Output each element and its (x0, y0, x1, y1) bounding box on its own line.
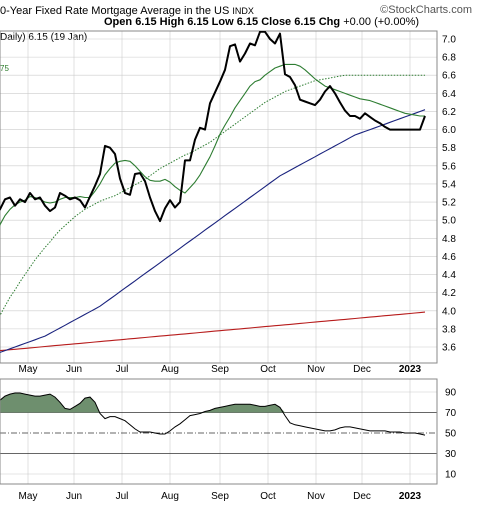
rsi-series-group (0, 392, 426, 436)
price-panel: 3.6 3.8 4.0 4.2 4.4 4.6 4.8 5.0 5.2 5.4 5.6 5.8 6.0 6… (0, 30, 456, 364)
chart-title: 0-Year Fixed Rate Mortgage Average in th… (0, 5, 254, 17)
rsi-x-tick-label: May (19, 491, 38, 502)
low-label: Low (211, 16, 234, 28)
price-x-tick-label: Jun (66, 364, 82, 375)
source-label: INDX (232, 6, 254, 16)
price-x-tick-label: Sep (211, 364, 229, 375)
high-value: 6.15 (187, 16, 209, 28)
rsi-tick-label: 90 (445, 388, 457, 399)
rsi-overbought-fill (0, 393, 425, 413)
open-label: Open (104, 16, 133, 28)
ma-legend-tag: 75 (0, 64, 9, 73)
chart-header: 0-Year Fixed Rate Mortgage Average in th… (0, 0, 480, 73)
low-value: 6.15 (236, 16, 259, 28)
price-x-tick-label: Aug (161, 364, 179, 375)
price-tick-label: 3.6 (442, 343, 456, 354)
close-value: 6.15 (294, 16, 316, 28)
chg-value: +0.00 (+0.00%) (343, 16, 420, 28)
price-tick-label: 3.8 (442, 324, 456, 335)
rsi-x-tick-label: Dec (353, 491, 371, 502)
price-tick-label: 5.8 (442, 143, 456, 154)
price-frame (0, 30, 438, 364)
price-tick-label: 4.6 (442, 252, 456, 263)
rsi-frame (0, 378, 438, 485)
ma-long-line (0, 109, 426, 353)
price-tick-label: 6.0 (442, 125, 456, 136)
rsi-x-tick-label: Oct (260, 491, 276, 502)
price-x-tick-label: Oct (260, 364, 276, 375)
price-tick-label: 4.2 (442, 288, 456, 299)
price-tick-label: 6.8 (442, 53, 456, 64)
rsi-tick-label: 50 (445, 429, 457, 440)
price-x-tick-label: May (19, 364, 38, 375)
high-label: High (159, 16, 185, 28)
rsi-tick-label: 10 (445, 470, 457, 481)
close-label: Close (261, 16, 292, 28)
price-tick-label: 4.8 (442, 234, 456, 245)
rsi-x-tick-label: Jun (66, 491, 82, 502)
price-tick-label: 4.4 (442, 270, 456, 281)
ohlc-readout: Open 6.15 High 6.15 Low 6.15 Close 6.15 … (104, 16, 419, 28)
price-tick-label: 6.6 (442, 71, 456, 82)
rsi-tick-label: 30 (445, 449, 457, 460)
price-tick-label: 5.2 (442, 198, 456, 209)
chg-label: Chg (318, 16, 341, 28)
price-x-tick-label: Dec (353, 364, 371, 375)
price-line (0, 31, 426, 223)
price-tick-label: 7.0 (442, 35, 456, 46)
price-tick-label: 4.0 (442, 306, 456, 317)
stockcharts-logo[interactable]: ©StockCharts.com (380, 4, 472, 16)
rsi-x-tick-label: Nov (307, 491, 325, 502)
price-tick-label: 6.4 (442, 89, 456, 100)
rsi-line (0, 392, 426, 436)
price-x-tick-label: Nov (307, 364, 325, 375)
open-value: 6.15 (135, 16, 157, 28)
title-text: 0-Year Fixed Rate Mortgage Average in th… (0, 5, 230, 17)
price-x-tick-label: Jul (116, 364, 129, 375)
rsi-x-tick-label: 2023 (399, 491, 422, 502)
rsi-x-tick-label: Jul (116, 491, 129, 502)
ma-200-line (0, 311, 426, 352)
rsi-tick-label: 70 (445, 408, 457, 419)
price-tick-label: 6.2 (442, 107, 456, 118)
price-tick-label: 5.6 (442, 161, 456, 172)
rsi-x-tick-label: Sep (211, 491, 229, 502)
indicator-panel: 10 30 50 70 90 (0, 378, 457, 485)
ma-short-line (0, 63, 425, 227)
price-tick-label: 5.0 (442, 216, 456, 227)
ma-mid-line (0, 74, 425, 317)
price-tick-label: 5.4 (442, 179, 456, 190)
price-series-group (0, 31, 426, 353)
rsi-x-tick-label: Aug (161, 491, 179, 502)
price-x-tick-label: 2023 (399, 364, 422, 375)
price-legend: Daily) 6.15 (19 Jan) (0, 32, 88, 43)
